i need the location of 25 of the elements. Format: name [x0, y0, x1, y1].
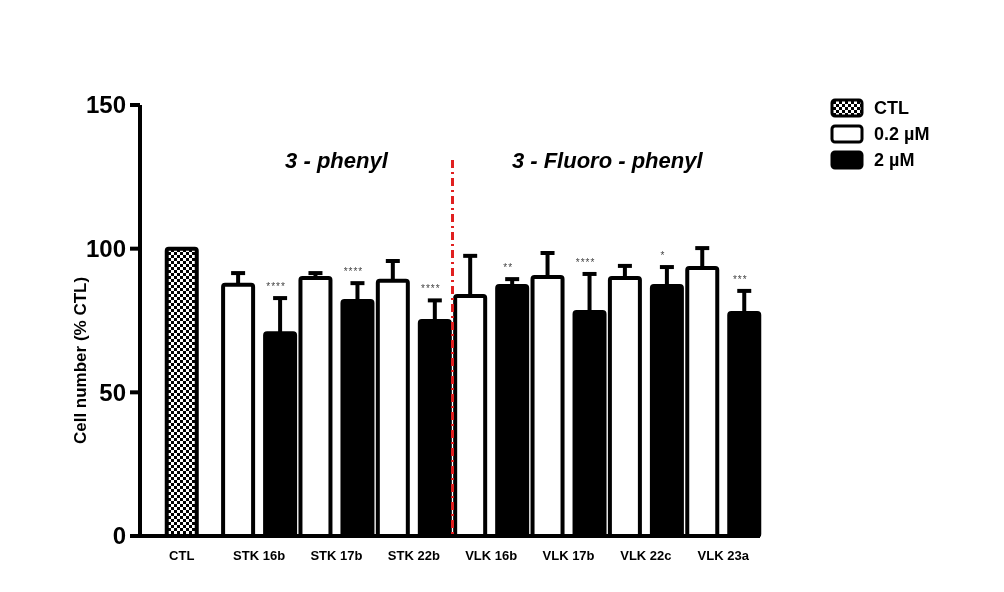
x-tick-label: STK 22b — [387, 548, 440, 563]
x-tick-label: VLK 17b — [542, 548, 595, 563]
x-tick-label: VLK 22c — [620, 548, 672, 563]
annotation: **** — [343, 266, 364, 278]
x-tick-label: STK 17b — [310, 548, 363, 563]
legend-label: 2 µM — [874, 150, 915, 170]
annotation: 3 - Fluoro - phenyl — [511, 148, 704, 173]
x-tick-label: STK 16b — [233, 548, 286, 563]
annotation: **** — [575, 256, 596, 268]
x-tick-label: VLK 16b — [465, 548, 518, 563]
legend-label: 0.2 µM — [874, 124, 930, 144]
y-tick-label: 50 — [99, 378, 126, 406]
x-tick-label: CTL — [169, 548, 195, 563]
annotation: 3 - phenyl — [285, 148, 389, 173]
y-tick-label: 150 — [85, 91, 126, 119]
legend-label: CTL — [874, 98, 909, 118]
x-tick-label: VLK 23a — [697, 548, 750, 563]
annotation: **** — [421, 283, 441, 295]
annotation: *** — [732, 273, 748, 285]
y-axis-title: Cell number (% CTL) — [71, 276, 90, 445]
annotation: * — [660, 250, 666, 262]
annotation: **** — [266, 281, 286, 293]
y-tick-label: 100 — [85, 235, 126, 263]
y-tick-label: 0 — [112, 522, 126, 550]
annotation: ** — [503, 262, 514, 274]
